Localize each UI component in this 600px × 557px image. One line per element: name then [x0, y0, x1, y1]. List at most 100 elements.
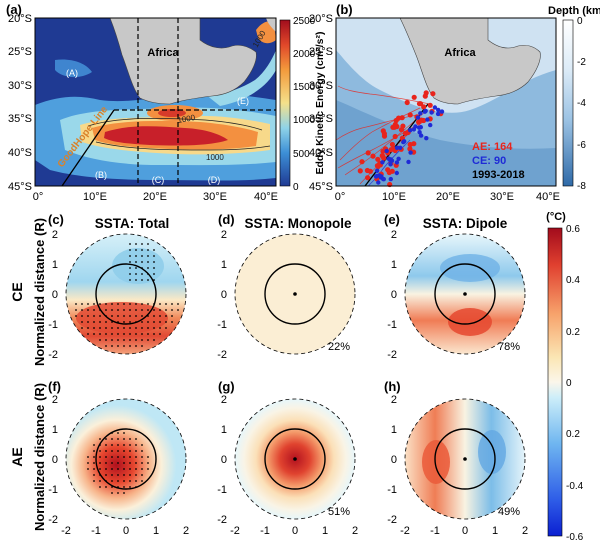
significance-dot: [99, 462, 101, 464]
land-africa-b: [399, 18, 541, 105]
y-tick-label: 1: [52, 259, 58, 271]
significance-dot: [135, 438, 137, 440]
significance-dot: [135, 339, 137, 341]
significance-dot: [129, 273, 131, 275]
significance-dot: [129, 456, 131, 458]
x-tick-label: -1: [91, 525, 101, 537]
significance-dot: [99, 327, 101, 329]
significance-dot: [99, 486, 101, 488]
significance-dot: [141, 243, 143, 245]
a-ytick-1: 25°S: [8, 46, 32, 58]
label-g: (g): [218, 379, 235, 394]
d-center: [293, 292, 297, 296]
significance-dot: [123, 474, 125, 476]
significance-dot: [93, 333, 95, 335]
composite-axes: -2-1012-2-2-1-1001122-2-1012-2-2-1-10011…: [48, 229, 528, 537]
ce-eddy-point: [384, 148, 389, 154]
ce-eddy-point: [418, 133, 424, 138]
significance-dot: [111, 309, 113, 311]
ae-eddy-point: [407, 146, 413, 152]
significance-dot: [99, 321, 101, 323]
y-tick-label: 0: [52, 454, 58, 466]
significance-dot: [111, 438, 113, 440]
significance-dot: [123, 303, 125, 305]
significance-dot: [105, 333, 107, 335]
significance-dot: [141, 345, 143, 347]
significance-dot: [135, 309, 137, 311]
ae-eddy-point: [407, 112, 413, 118]
ce-eddy-point: [422, 109, 428, 114]
significance-dot: [129, 327, 131, 329]
significance-dot: [93, 327, 95, 329]
significance-dot: [153, 339, 155, 341]
x-tick-label: 0: [123, 525, 129, 537]
eke-tick-5: 0: [293, 182, 299, 193]
ce-eddy-point: [417, 130, 422, 135]
significance-dot: [147, 267, 149, 269]
ae-points: [357, 90, 444, 188]
significance-dot: [117, 315, 119, 317]
depth-colorbar-ticks: 0 -2 -4 -6 -8: [577, 16, 586, 192]
significance-dot: [111, 315, 113, 317]
significance-dot: [135, 243, 137, 245]
land-label-b: Africa: [444, 47, 476, 59]
significance-dot: [123, 321, 125, 323]
label-f: (f): [48, 379, 61, 394]
ce-eddy-point: [374, 168, 380, 173]
ce-eddy-point: [396, 156, 401, 161]
significance-dot: [123, 432, 125, 434]
eke-tick-3: 1000: [293, 115, 316, 126]
sst-tick-0: 0.6: [566, 224, 580, 235]
significance-dot: [147, 468, 149, 470]
ce-eddy-point: [424, 136, 429, 141]
panel-h: 49%: [404, 398, 526, 520]
composites: (c) SSTA: Total (d) SSTA: Monopole (e) S…: [9, 211, 584, 543]
ce-eddy-point: [436, 107, 441, 113]
ae-eddy-point: [404, 99, 410, 106]
d-eddy-radius: [264, 263, 326, 325]
land-label-a: Africa: [147, 47, 179, 59]
significance-dot: [93, 456, 95, 458]
significance-dot: [135, 444, 137, 446]
b-ytick-2: 30°S: [309, 80, 333, 92]
significance-dot: [147, 249, 149, 251]
significance-dot: [159, 303, 161, 305]
eke-core-red: [104, 126, 228, 146]
significance-dot: [93, 315, 95, 317]
significance-dot: [81, 327, 83, 329]
significance-dot: [141, 450, 143, 452]
ae-eddy-point: [421, 104, 427, 110]
c-outer-boundary: [65, 233, 187, 355]
significance-dot: [99, 303, 101, 305]
land-madagascar-a: [266, 18, 276, 32]
significance-dot: [87, 303, 89, 305]
significance-dot: [147, 339, 149, 341]
x-tick-label: -2: [400, 525, 410, 537]
significance-dot: [129, 309, 131, 311]
significance-dot: [141, 480, 143, 482]
significance-dot: [105, 486, 107, 488]
significance-dot: [129, 468, 131, 470]
significance-dot: [141, 279, 143, 281]
y-tick-label: 2: [221, 394, 227, 406]
f-eddy-radius: [95, 428, 157, 490]
title-e: SSTA: Dipole: [423, 216, 508, 231]
significance-dot: [111, 456, 113, 458]
ce-eddy-point: [418, 111, 423, 116]
ce-eddy-point: [406, 159, 411, 165]
significance-dot: [123, 462, 125, 464]
significance-dot: [153, 249, 155, 251]
significance-dot: [123, 450, 125, 452]
significance-dot: [141, 321, 143, 323]
significance-dot: [141, 249, 143, 251]
significance-dot: [141, 327, 143, 329]
a-ytick-0: 20°S: [8, 13, 32, 25]
region-label-A: (A): [66, 68, 78, 78]
significance-dot: [135, 267, 137, 269]
significance-dot: [93, 450, 95, 452]
significance-dot: [159, 333, 161, 335]
significance-dot: [147, 321, 149, 323]
y-tick-label: -1: [48, 319, 58, 331]
significance-dot: [123, 309, 125, 311]
significance-dot: [135, 462, 137, 464]
